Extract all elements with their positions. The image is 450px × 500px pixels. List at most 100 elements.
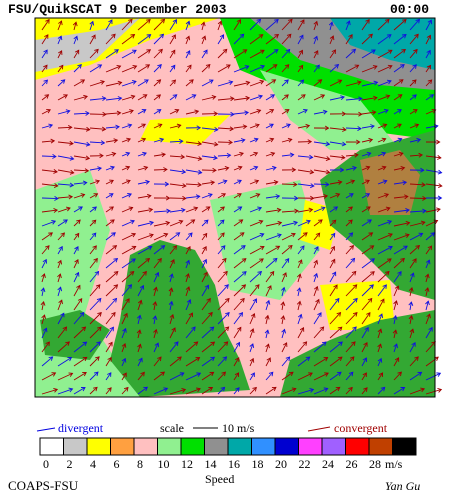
arrow-head: [303, 108, 308, 114]
wind-arrow: [329, 181, 342, 185]
wind-arrow: [249, 138, 259, 143]
arrow-head: [337, 356, 343, 361]
wind-arrow: [105, 65, 121, 73]
arrow-head: [437, 169, 443, 175]
arrow-head: [240, 138, 246, 143]
wind-arrow: [41, 288, 45, 297]
wind-arrow: [57, 183, 74, 186]
wind-arrow: [297, 79, 304, 87]
arrow-head: [275, 245, 281, 251]
arrow-head: [197, 156, 203, 161]
wind-arrow: [249, 109, 261, 115]
wind-arrow: [297, 341, 307, 353]
wind-arrow: [425, 287, 429, 297]
arrow-head: [299, 34, 304, 40]
wind-arrow: [345, 167, 357, 171]
wind-arrow: [105, 97, 122, 101]
arrow-head: [60, 79, 66, 84]
colorbar-swatch: [251, 437, 276, 456]
arrow-head: [284, 258, 290, 263]
arrow-head: [171, 79, 177, 85]
arrow-head: [200, 21, 206, 27]
arrow-head: [138, 357, 143, 363]
wind-arrow: [217, 193, 226, 199]
wind-arrow: [185, 219, 195, 227]
arrow-head: [325, 156, 331, 161]
wind-arrow: [57, 141, 74, 145]
wind-arrow: [249, 80, 264, 87]
arrow-head: [68, 194, 74, 200]
arrow-head: [364, 326, 369, 332]
arrow-head: [270, 94, 276, 99]
wind-arrow: [361, 111, 376, 115]
wind-arrow: [137, 358, 143, 367]
arrow-head: [314, 50, 319, 55]
wind-arrow: [121, 258, 136, 269]
wind-arrow: [89, 245, 97, 255]
arrow-head: [265, 299, 271, 305]
wind-arrow: [345, 312, 358, 325]
arrow-head: [321, 341, 327, 346]
arrow-head: [424, 273, 430, 279]
arrow-head: [166, 208, 171, 214]
wind-arrow: [233, 152, 244, 157]
arrow-head: [180, 154, 186, 160]
wind-arrow: [153, 287, 157, 297]
arrow-head: [306, 219, 311, 225]
wind-arrow: [169, 94, 178, 101]
wind-arrow: [137, 195, 151, 199]
arrow-head: [403, 245, 408, 250]
wind-arrow: [281, 19, 293, 31]
wind-arrow: [89, 141, 105, 144]
wind-arrow: [425, 341, 436, 353]
wind-arrow: [329, 49, 336, 59]
arrow-head: [80, 193, 86, 198]
arrow-head: [325, 181, 330, 187]
arrow-head: [299, 79, 305, 85]
wind-arrow: [105, 33, 116, 45]
arrow-head: [422, 195, 427, 201]
wind-arrow: [185, 299, 191, 311]
wind-arrow: [425, 208, 441, 213]
wind-arrow: [73, 298, 83, 311]
arrow-head: [287, 137, 293, 143]
arrow-head: [253, 151, 259, 157]
arrow-head: [48, 123, 54, 129]
arrow-head: [269, 109, 275, 114]
wind-arrow: [249, 258, 264, 269]
arrow-head: [418, 152, 424, 158]
arrow-head: [393, 343, 398, 349]
colorbar-label: 4: [90, 457, 96, 471]
colorbar-swatch: [392, 437, 417, 456]
wind-arrow: [377, 124, 387, 129]
wind-arrow: [137, 94, 148, 101]
wind-arrow: [121, 207, 133, 213]
arrow-head: [241, 245, 246, 250]
arrow-head: [370, 271, 375, 276]
wind-arrow: [281, 210, 298, 213]
arrow-head: [420, 167, 425, 173]
arrow-head: [165, 220, 171, 226]
wind-arrow: [361, 193, 370, 199]
wind-arrow: [201, 64, 211, 73]
legend-divergent: divergent: [58, 421, 104, 435]
arrow-head: [50, 138, 56, 144]
wind-arrow: [329, 271, 337, 283]
wind-arrow: [233, 81, 250, 87]
arrow-head: [123, 312, 128, 318]
arrow-head: [108, 193, 114, 198]
arrow-head: [65, 341, 70, 346]
arrow-head: [383, 108, 389, 114]
wind-arrow: [153, 33, 164, 45]
arrow-head: [269, 137, 275, 143]
wind-arrow: [345, 34, 353, 45]
wind-arrow: [185, 388, 201, 395]
wind-arrow: [73, 112, 89, 115]
arrow-head: [157, 356, 162, 362]
wind-arrow: [393, 167, 405, 171]
wind-arrow: [41, 245, 50, 255]
wind-arrow: [345, 271, 357, 283]
arrow-head: [291, 387, 297, 393]
arrow-head: [182, 183, 187, 189]
colorbar-title: Speed: [205, 472, 234, 486]
